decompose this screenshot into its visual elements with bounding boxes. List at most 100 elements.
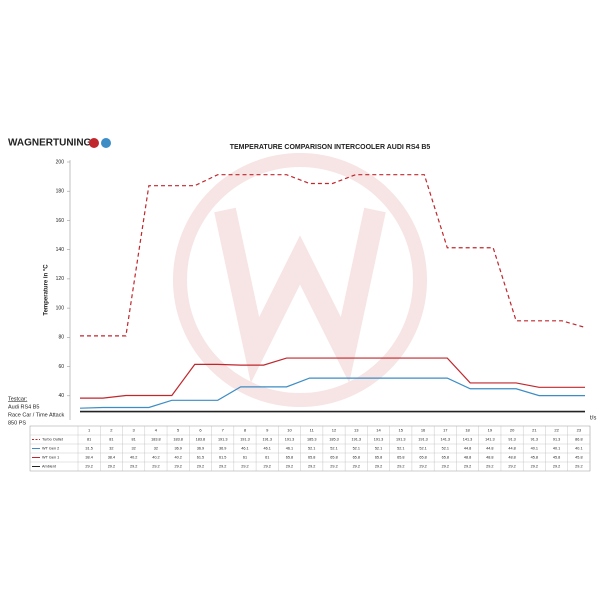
table-cell: 29.2 <box>464 465 471 469</box>
table-cell: 48.8 <box>508 456 515 460</box>
table-cell: 191.3 <box>285 438 295 442</box>
table-cell: 185.3 <box>329 438 339 442</box>
table-cell: 40.1 <box>553 447 560 451</box>
table-cell: 45.8 <box>553 456 560 460</box>
x-tick-label: 5 <box>177 428 180 433</box>
table-cell: 29.2 <box>197 465 204 469</box>
table-cell: 29.2 <box>353 465 360 469</box>
table-cell: 65.8 <box>419 456 426 460</box>
logo-icon <box>101 138 111 148</box>
legend-label: Turbo Outlet <box>42 438 64 442</box>
table-cell: 40.1 <box>531 447 538 451</box>
logo-icon <box>89 138 99 148</box>
table-cell: 44.8 <box>486 447 493 451</box>
x-tick-label: 13 <box>354 428 359 433</box>
x-tick-label: 16 <box>421 428 426 433</box>
y-tick-label: 160 <box>56 218 65 224</box>
table-cell: 48.8 <box>486 456 493 460</box>
table-cell: 29.2 <box>531 465 538 469</box>
table-cell: 52.1 <box>330 447 337 451</box>
table-cell: 29.2 <box>108 465 115 469</box>
table-cell: 29.2 <box>575 465 582 469</box>
table-cell: 29.2 <box>375 465 382 469</box>
table-cell: 183.8 <box>173 438 183 442</box>
watermark <box>173 153 427 407</box>
table-cell: 52.1 <box>397 447 404 451</box>
table-cell: 91.3 <box>508 438 515 442</box>
table-cell: 52.1 <box>419 447 426 451</box>
y-tick-label: 40 <box>58 393 64 399</box>
table-cell: 44.8 <box>508 447 515 451</box>
table-cell: 29.2 <box>308 465 315 469</box>
table-cell: 65.8 <box>375 456 382 460</box>
table-cell: 46.1 <box>264 447 271 451</box>
table-cell: 52.1 <box>375 447 382 451</box>
table-cell: 191.3 <box>352 438 362 442</box>
table-cell: 91.3 <box>531 438 538 442</box>
table-cell: 29.2 <box>508 465 515 469</box>
table-cell: 40.2 <box>152 456 159 460</box>
table-cell: 45.8 <box>575 456 582 460</box>
table-cell: 29.2 <box>219 465 226 469</box>
table-cell: 65.8 <box>286 456 293 460</box>
table-cell: 191.3 <box>418 438 428 442</box>
table-cell: 32 <box>132 447 136 451</box>
table-cell: 52.1 <box>308 447 315 451</box>
table-cell: 191.3 <box>240 438 250 442</box>
series-line <box>79 377 585 409</box>
table-cell: 44.8 <box>464 447 471 451</box>
table-cell: 29.2 <box>130 465 137 469</box>
y-tick-label: 120 <box>56 276 65 282</box>
table-cell: 81 <box>109 438 113 442</box>
x-axis-label: t/s <box>590 416 596 422</box>
table-cell: 183.8 <box>151 438 161 442</box>
table-cell: 40.1 <box>575 447 582 451</box>
table-cell: 65.8 <box>308 456 315 460</box>
table-cell: 81 <box>87 438 91 442</box>
x-tick-label: 22 <box>554 428 559 433</box>
table-cell: 191.3 <box>396 438 406 442</box>
table-cell: 141.3 <box>441 438 451 442</box>
x-tick-label: 14 <box>376 428 381 433</box>
table-cell: 183.8 <box>196 438 206 442</box>
table-cell: 29.2 <box>486 465 493 469</box>
x-tick-label: 17 <box>443 428 448 433</box>
y-tick-label: 180 <box>56 189 65 195</box>
x-tick-label: 1 <box>88 428 91 433</box>
y-tick-label: 60 <box>58 364 64 370</box>
table-cell: 61.5 <box>219 456 226 460</box>
table-cell: 38.4 <box>108 456 115 460</box>
table-cell: 141.3 <box>463 438 473 442</box>
table-cell: 191.3 <box>262 438 272 442</box>
table-cell: 86.8 <box>575 438 582 442</box>
table-cell: 29.2 <box>174 465 181 469</box>
table-cell: 36.9 <box>219 447 226 451</box>
x-tick-label: 7 <box>222 428 225 433</box>
x-tick-label: 6 <box>199 428 202 433</box>
legend-label: WT Gen 1 <box>42 456 59 460</box>
x-tick-label: 23 <box>577 428 582 433</box>
y-tick-label: 140 <box>56 247 65 253</box>
testcar-line: Audi RS4 B5 <box>8 404 40 410</box>
x-tick-label: 3 <box>133 428 136 433</box>
table-cell: 38.4 <box>85 456 92 460</box>
table-cell: 29.2 <box>442 465 449 469</box>
table-cell: 81 <box>132 438 136 442</box>
x-tick-label: 20 <box>510 428 515 433</box>
table-cell: 32 <box>109 447 113 451</box>
testcar-line: 850 PS <box>8 420 26 426</box>
table-cell: 52.1 <box>353 447 360 451</box>
series-line <box>80 357 585 399</box>
y-tick-label: 80 <box>58 335 64 341</box>
table-cell: 29.2 <box>397 465 404 469</box>
x-tick-label: 4 <box>155 428 158 433</box>
brand-logo: WAGNERTUNING <box>8 138 92 149</box>
table-cell: 29.2 <box>241 465 248 469</box>
legend-label: WT Gen 2 <box>42 447 59 451</box>
table-cell: 65.8 <box>330 456 337 460</box>
x-tick-label: 18 <box>465 428 470 433</box>
table-cell: 40.2 <box>130 456 137 460</box>
table-cell: 40.2 <box>174 456 181 460</box>
table-cell: 29.2 <box>85 465 92 469</box>
